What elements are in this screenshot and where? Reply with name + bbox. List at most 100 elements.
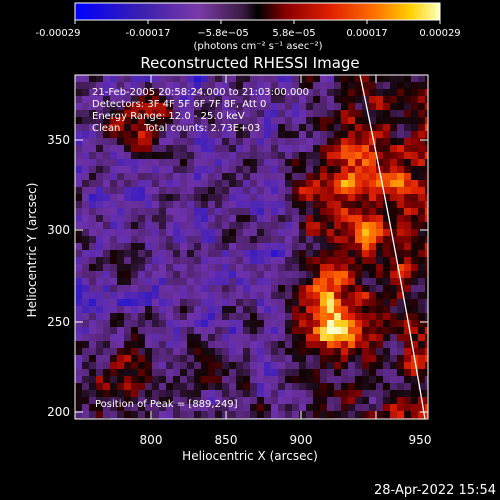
image-pixel xyxy=(257,75,265,83)
image-pixel xyxy=(187,292,195,300)
image-pixel xyxy=(138,208,146,216)
image-pixel xyxy=(138,96,146,104)
image-pixel xyxy=(208,152,216,160)
image-pixel xyxy=(362,152,370,160)
image-pixel xyxy=(376,187,384,195)
image-pixel xyxy=(243,271,251,279)
image-pixel xyxy=(292,166,300,174)
image-pixel xyxy=(306,243,314,251)
image-pixel xyxy=(313,229,321,237)
image-pixel xyxy=(152,180,160,188)
image-pixel xyxy=(96,222,104,230)
image-pixel xyxy=(173,75,181,83)
image-pixel xyxy=(173,187,181,195)
image-pixel xyxy=(236,145,244,153)
image-pixel xyxy=(369,271,377,279)
image-pixel xyxy=(285,96,293,104)
image-pixel xyxy=(173,159,181,167)
image-pixel xyxy=(110,369,118,377)
image-pixel xyxy=(369,138,377,146)
image-pixel xyxy=(103,159,111,167)
image-pixel xyxy=(110,75,118,83)
image-pixel xyxy=(320,250,328,258)
image-pixel xyxy=(215,348,223,356)
image-pixel xyxy=(313,355,321,363)
image-pixel xyxy=(180,152,188,160)
image-pixel xyxy=(96,194,104,202)
image-pixel xyxy=(271,285,279,293)
image-pixel xyxy=(103,264,111,272)
image-pixel xyxy=(138,138,146,146)
image-pixel xyxy=(278,355,286,363)
image-pixel xyxy=(138,236,146,244)
image-pixel xyxy=(348,285,356,293)
image-pixel xyxy=(285,362,293,370)
image-pixel xyxy=(201,257,209,265)
image-pixel xyxy=(292,278,300,286)
image-pixel xyxy=(320,159,328,167)
image-pixel xyxy=(82,285,90,293)
image-pixel xyxy=(390,376,398,384)
image-pixel xyxy=(341,299,349,307)
image-pixel xyxy=(173,411,181,419)
image-pixel xyxy=(250,257,258,265)
image-pixel xyxy=(425,320,428,328)
image-pixel xyxy=(348,355,356,363)
image-pixel xyxy=(124,208,132,216)
image-pixel xyxy=(194,313,202,321)
image-pixel xyxy=(376,89,384,97)
image-pixel xyxy=(82,166,90,174)
image-pixel xyxy=(257,313,265,321)
image-pixel xyxy=(369,145,377,153)
image-pixel xyxy=(236,159,244,167)
image-pixel xyxy=(96,362,104,370)
image-pixel xyxy=(278,250,286,258)
image-pixel xyxy=(173,89,181,97)
image-pixel xyxy=(89,257,97,265)
image-pixel xyxy=(201,292,209,300)
image-pixel xyxy=(117,257,125,265)
image-pixel xyxy=(236,397,244,405)
image-pixel xyxy=(418,75,426,83)
image-pixel xyxy=(124,75,132,83)
image-pixel xyxy=(82,411,90,419)
image-pixel xyxy=(124,376,132,384)
image-pixel xyxy=(117,89,125,97)
image-pixel xyxy=(117,236,125,244)
image-pixel xyxy=(348,411,356,419)
image-pixel xyxy=(110,138,118,146)
plot-frame xyxy=(74,74,429,420)
image-pixel xyxy=(145,236,153,244)
image-pixel xyxy=(355,117,363,125)
image-pixel xyxy=(215,82,223,90)
image-pixel xyxy=(236,117,244,125)
image-pixel xyxy=(383,404,391,412)
image-pixel xyxy=(397,250,405,258)
image-pixel xyxy=(348,362,356,370)
image-pixel xyxy=(166,299,174,307)
image-pixel xyxy=(145,194,153,202)
image-pixel xyxy=(208,131,216,139)
image-pixel xyxy=(404,187,412,195)
image-pixel xyxy=(306,166,314,174)
image-pixel xyxy=(117,320,125,328)
image-pixel xyxy=(418,82,426,90)
image-pixel xyxy=(404,89,412,97)
image-pixel xyxy=(82,110,90,118)
image-pixel xyxy=(306,404,314,412)
image-pixel xyxy=(390,145,398,153)
image-pixel xyxy=(229,355,237,363)
image-pixel xyxy=(390,327,398,335)
image-pixel xyxy=(278,411,286,419)
image-pixel xyxy=(103,334,111,342)
image-pixel xyxy=(173,131,181,139)
image-pixel xyxy=(320,313,328,321)
image-pixel xyxy=(166,257,174,265)
image-pixel xyxy=(89,208,97,216)
image-pixel xyxy=(173,285,181,293)
image-pixel xyxy=(411,131,419,139)
image-pixel xyxy=(89,320,97,328)
image-pixel xyxy=(103,390,111,398)
image-pixel xyxy=(299,180,307,188)
image-pixel xyxy=(180,397,188,405)
